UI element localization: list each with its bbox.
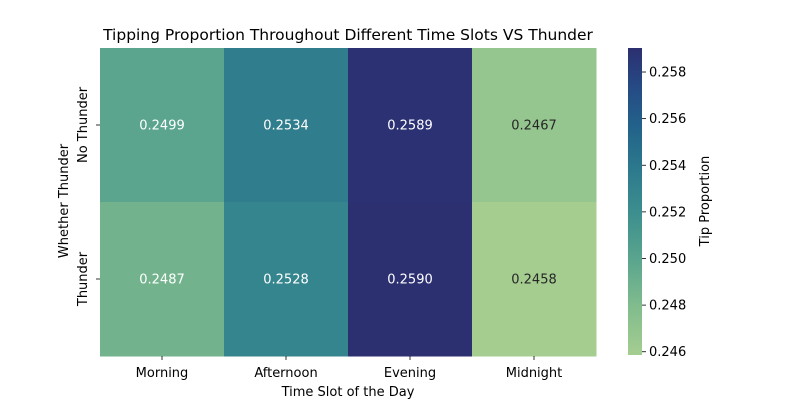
colorbar-tick-label: 0.250 — [649, 252, 686, 267]
x-tick-label: Morning — [136, 366, 189, 381]
cell-value-label: 0.2458 — [511, 273, 557, 288]
colorbar-tick-label: 0.248 — [649, 299, 686, 314]
x-tick-label: Afternoon — [254, 366, 317, 381]
cell-value-label: 0.2487 — [139, 273, 185, 288]
heatmap-cell — [224, 48, 349, 203]
heatmap-cells: 0.2499 0.2534 0.2589 0.2467 0.2487 0.2528 0.25… — [100, 48, 597, 357]
heatmap-cell — [348, 202, 473, 357]
heatmap-cell — [472, 202, 597, 357]
colorbar-ticks: 0.246 0.248 0.250 0.252 0.254 0.256 0.258 — [642, 66, 686, 360]
cell-value-label: 0.2589 — [387, 119, 433, 134]
x-tick-label: Midnight — [506, 366, 563, 381]
colorbar-label: Tip Proportion — [698, 156, 713, 248]
colorbar-tick-label: 0.256 — [649, 112, 686, 127]
heatmap-cell — [472, 48, 597, 203]
colorbar-tick-label: 0.254 — [649, 159, 686, 174]
y-tick-label: Thunder — [76, 251, 91, 307]
colorbar-tick-label: 0.258 — [649, 66, 686, 81]
cell-value-label: 0.2467 — [511, 119, 557, 134]
heatmap-cell — [224, 202, 349, 357]
x-tick-label: Evening — [384, 366, 436, 381]
y-tick-label: No Thunder — [76, 86, 91, 163]
colorbar — [628, 48, 642, 355]
colorbar-tick-label: 0.246 — [649, 345, 686, 360]
heatmap-cell — [100, 48, 225, 203]
cell-value-label: 0.2499 — [139, 119, 185, 134]
x-axis-label: Time Slot of the Day — [281, 385, 415, 400]
cell-value-label: 0.2528 — [263, 273, 309, 288]
chart-title: Tipping Proportion Throughout Different … — [102, 26, 593, 44]
y-axis-ticks: No Thunder Thunder — [76, 86, 100, 307]
heatmap-cell — [100, 202, 225, 357]
y-axis-label: Whether Thunder — [57, 143, 72, 258]
cell-value-label: 0.2534 — [263, 119, 309, 134]
cell-value-label: 0.2590 — [387, 273, 433, 288]
x-axis-ticks: Morning Afternoon Evening Midnight — [136, 356, 563, 381]
heatmap-cell — [348, 48, 473, 203]
colorbar-tick-label: 0.252 — [649, 205, 686, 220]
